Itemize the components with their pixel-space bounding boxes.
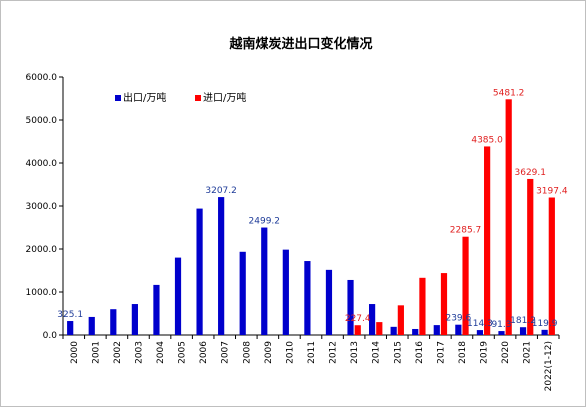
x-tick-label: 2003: [134, 341, 144, 364]
data-labels: 325.1 3207.2 2499.2 239.6114.391.3181.2119.…: [57, 88, 568, 330]
bars: [67, 99, 555, 335]
export-bar: [541, 329, 548, 335]
legend-swatch-import: [195, 95, 201, 101]
export-data-label: 2499.2: [249, 217, 281, 227]
import-data-label: 4385.0: [471, 135, 503, 145]
export-bar: [67, 321, 74, 335]
export-data-label: 119.9: [532, 319, 558, 329]
import-bar: [548, 197, 555, 335]
x-tick-label: 2011: [307, 341, 317, 364]
export-bar: [110, 309, 117, 335]
export-bar: [325, 269, 333, 335]
x-tick-label: 2019: [480, 341, 490, 364]
x-tick-label: 2022(1-12): [544, 341, 554, 391]
x-tick-label: 2013: [350, 341, 360, 364]
import-bar: [376, 322, 383, 335]
export-bar: [433, 325, 440, 335]
chart-title: 越南煤炭进出口变化情况: [228, 36, 372, 52]
legend-label-import: 进口/万吨: [203, 91, 246, 104]
import-data-label: 2285.7: [450, 226, 482, 236]
y-tick-label: 2000.0: [26, 245, 58, 255]
x-tick-label: 2017: [436, 341, 446, 364]
export-bar: [131, 304, 138, 335]
import-bar: [484, 146, 491, 335]
import-bar: [440, 273, 448, 335]
import-data-label: 3197.4: [536, 187, 568, 197]
x-tick-label: 2010: [285, 341, 295, 364]
export-bar: [196, 208, 203, 335]
export-data-label: 114.3: [467, 319, 493, 329]
import-data-label: 227.4: [345, 314, 371, 324]
export-data-label: 181.2: [510, 316, 536, 326]
y-tick-label: 3000.0: [26, 202, 58, 212]
export-bar: [174, 257, 182, 335]
x-tick-label: 2000: [70, 341, 80, 364]
x-tick-label: 2015: [393, 341, 403, 364]
import-bar: [505, 99, 512, 335]
import-bar: [397, 305, 404, 335]
export-data-label: 325.1: [57, 310, 83, 320]
x-tick-label: 2020: [501, 341, 511, 364]
export-bar: [390, 326, 397, 335]
export-bar: [282, 249, 289, 335]
export-bar: [153, 284, 160, 335]
export-bar: [218, 197, 225, 335]
export-data-label: 3207.2: [205, 186, 237, 196]
import-bar: [354, 325, 361, 335]
y-tick-label: 1000.0: [26, 288, 58, 298]
x-tick-label: 2004: [156, 341, 166, 364]
export-bar: [455, 324, 462, 335]
export-data-label: 239.6: [445, 314, 471, 324]
export-bar: [498, 331, 505, 335]
y-tick-label: 4000.0: [26, 159, 58, 169]
x-tick-label: 2012: [329, 341, 339, 364]
export-bar: [412, 328, 419, 335]
export-bar: [239, 251, 246, 335]
import-bar: [419, 277, 426, 335]
export-data-label: 91.3: [491, 320, 511, 330]
x-tick-label: 2018: [458, 341, 468, 364]
legend-label-export: 出口/万吨: [123, 91, 166, 104]
import-bar: [527, 178, 534, 335]
export-bar: [88, 316, 95, 335]
export-bar: [347, 279, 354, 335]
x-tick-label: 2002: [113, 341, 123, 364]
export-bar: [261, 227, 268, 335]
x-tick-label: 2021: [523, 341, 533, 364]
export-bar: [304, 261, 311, 335]
export-bar: [368, 304, 376, 335]
x-tick-label: 2008: [242, 341, 252, 364]
x-tick-label: 2005: [178, 341, 188, 364]
export-bar: [476, 330, 484, 335]
legend: 出口/万吨 进口/万吨: [115, 91, 246, 104]
x-tick-label: 2009: [264, 341, 274, 364]
import-bar: [462, 236, 469, 335]
x-tick-label: 2006: [199, 341, 209, 364]
x-tick-label: 2014: [372, 341, 382, 364]
x-tick-label: 2007: [221, 341, 231, 364]
export-bar: [519, 327, 527, 335]
x-tick-label: 2001: [91, 341, 101, 364]
y-tick-label: 6000.0: [26, 73, 58, 83]
import-data-label: 5481.2: [493, 88, 525, 98]
axes: 0.0 1000.0 2000.0 3000.0 4000.0 5000.0 6000.0 2…: [26, 73, 560, 391]
y-tick-label: 0.0: [43, 331, 58, 341]
import-data-label: 3629.1: [515, 168, 547, 178]
x-tick-label: 2016: [415, 341, 425, 364]
legend-swatch-export: [115, 95, 121, 101]
y-tick-label: 5000.0: [26, 116, 58, 126]
